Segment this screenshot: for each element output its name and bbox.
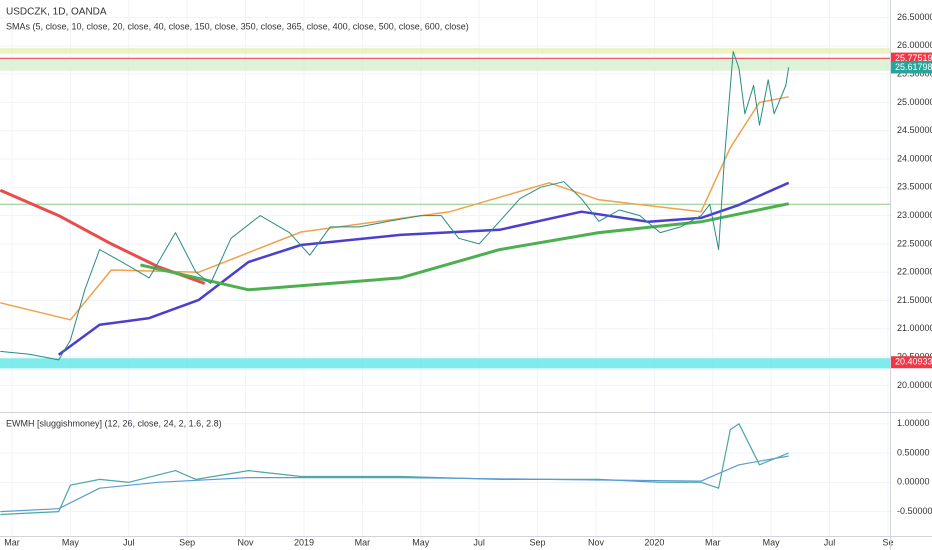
y-tick-label: 23.00000 bbox=[897, 210, 932, 220]
chart-subtitle: SMAs (5, close, 10, close, 20, close, 40… bbox=[6, 21, 469, 31]
y-tick-label: 22.50000 bbox=[897, 238, 932, 248]
y-tick-label: 23.50000 bbox=[897, 182, 932, 192]
series-line bbox=[0, 96, 789, 321]
y-tick-label: 24.50000 bbox=[897, 125, 932, 135]
zone bbox=[0, 48, 890, 54]
x-tick-label: Nov bbox=[238, 537, 255, 547]
y-tick-label: 20.00000 bbox=[897, 380, 932, 390]
series-line bbox=[0, 455, 789, 513]
y-tick-label: 21.00000 bbox=[897, 323, 932, 333]
y-tick-label: 0.00000 bbox=[897, 477, 930, 487]
x-tick-label: Sep bbox=[530, 537, 546, 547]
zone bbox=[0, 58, 890, 71]
y-tick-label: 26.50000 bbox=[897, 12, 932, 22]
x-tick-label: May bbox=[412, 537, 430, 547]
price-badge bbox=[891, 61, 932, 74]
x-tick-label: May bbox=[763, 537, 781, 547]
x-tick-label: Jul bbox=[824, 537, 836, 547]
series-line bbox=[0, 423, 789, 516]
price-badge bbox=[891, 356, 932, 369]
x-tick-label: Nov bbox=[588, 537, 605, 547]
x-tick-label: Mar bbox=[355, 537, 371, 547]
x-tick-label: 2019 bbox=[294, 537, 314, 547]
x-tick-label: Mar bbox=[4, 537, 20, 547]
x-tick-label: 2020 bbox=[644, 537, 664, 547]
price-badge-label: 25.77519 bbox=[895, 53, 932, 63]
y-tick-label: 22.00000 bbox=[897, 267, 932, 277]
y-tick-label: 24.00000 bbox=[897, 153, 932, 163]
chart-title: USDCZK, 1D, OANDA bbox=[6, 7, 107, 18]
y-tick-label: 25.50000 bbox=[897, 69, 932, 79]
y-tick-label: -0.50000 bbox=[897, 506, 932, 516]
price-badge-label: 25.61798 bbox=[895, 62, 932, 72]
x-tick-label: Jul bbox=[123, 537, 135, 547]
x-tick-label: Se bbox=[882, 537, 893, 547]
x-tick-label: Sep bbox=[179, 537, 195, 547]
x-tick-label: Jul bbox=[473, 537, 485, 547]
series-line bbox=[0, 51, 790, 361]
y-tick-label: 0.50000 bbox=[897, 447, 930, 457]
zone bbox=[0, 358, 890, 369]
y-tick-label: 21.50000 bbox=[897, 295, 932, 305]
price-badge-label: 20.40933 bbox=[895, 357, 932, 367]
x-tick-label: Mar bbox=[705, 537, 721, 547]
y-tick-label: 25.00000 bbox=[897, 97, 932, 107]
series-line bbox=[140, 202, 790, 292]
series-line bbox=[57, 181, 790, 356]
y-tick-label: 1.00000 bbox=[897, 418, 930, 428]
y-tick-label: 26.00000 bbox=[897, 40, 932, 50]
indicator-title: EWMH [sluggishmoney] (12, 26, close, 24,… bbox=[6, 418, 222, 428]
x-tick-label: May bbox=[62, 537, 80, 547]
